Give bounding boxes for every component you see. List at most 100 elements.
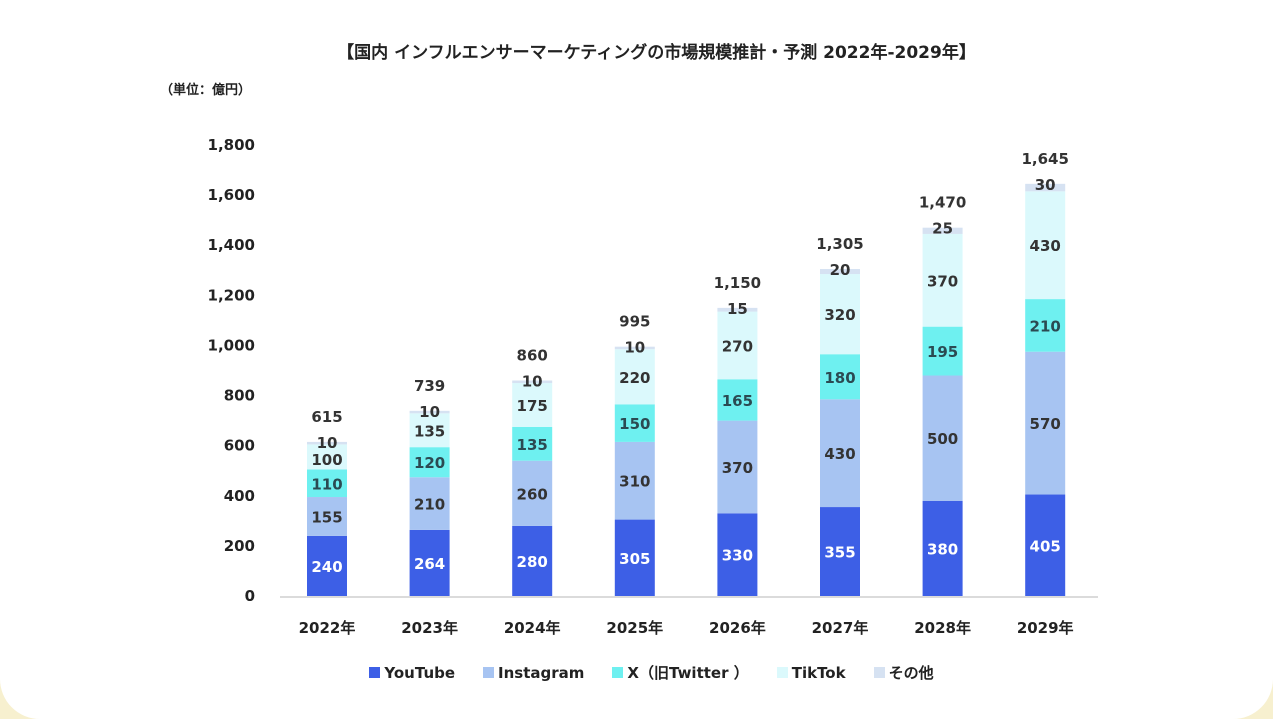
bars: 2401551101001061526421012013510739280260… — [307, 150, 1069, 596]
legend: YouTube Instagram X（旧Twitter ） TikTok その他 — [0, 662, 1273, 683]
bar-segment — [717, 307, 758, 312]
data-label: 10 — [624, 339, 645, 357]
bar-segment — [512, 380, 553, 384]
legend-label: YouTube — [384, 663, 456, 682]
y-tick-label: 1,400 — [208, 236, 255, 254]
data-label: 405 — [1030, 537, 1061, 555]
bar-segment — [1025, 183, 1066, 192]
bar-segment — [614, 519, 655, 596]
data-label: 30 — [1035, 176, 1056, 194]
y-tick-label: 0 — [245, 587, 255, 605]
legend-item: Instagram — [483, 662, 584, 683]
data-label: 330 — [722, 547, 753, 565]
x-tick-label: 2022年 — [299, 619, 356, 637]
bar-segment — [409, 413, 450, 448]
data-label: 260 — [517, 485, 548, 503]
bar-segment — [820, 354, 860, 400]
data-label: 25 — [932, 220, 953, 238]
bar-segment — [922, 375, 963, 501]
data-label: 150 — [619, 415, 650, 433]
legend-swatch — [873, 667, 885, 678]
y-tick-label: 200 — [224, 537, 255, 555]
data-label: 320 — [824, 306, 855, 324]
x-tick-label: 2027年 — [812, 619, 869, 637]
bar-segment — [409, 447, 450, 478]
legend-item: X（旧Twitter ） — [612, 662, 749, 683]
data-label: 135 — [414, 422, 445, 440]
legend-item: YouTube — [369, 662, 455, 683]
y-tick-label: 400 — [224, 487, 255, 505]
x-tick-label: 2026年 — [709, 619, 766, 637]
legend-label: X（旧Twitter ） — [627, 664, 749, 682]
bar-segment — [717, 513, 758, 596]
bar-segment — [512, 426, 553, 461]
bar-segment — [1025, 351, 1066, 495]
data-label: 165 — [722, 392, 753, 410]
bar-segment — [614, 346, 655, 350]
y-tick-label: 1,200 — [208, 286, 255, 304]
bar-segment — [512, 383, 553, 427]
legend-label: その他 — [888, 664, 934, 682]
total-label: 860 — [517, 347, 548, 365]
legend-swatch — [776, 667, 788, 678]
bar-segment — [614, 404, 655, 442]
data-label: 100 — [311, 451, 342, 469]
data-label: 220 — [619, 369, 650, 387]
bar-segment — [922, 326, 963, 376]
data-label: 135 — [517, 436, 548, 454]
data-label: 280 — [517, 553, 548, 571]
legend-label: TikTok — [791, 663, 846, 682]
bar-segment — [717, 311, 758, 380]
bar-stack: 280 260 135 175 10 860 — [512, 347, 553, 596]
legend-item: その他 — [873, 662, 934, 683]
data-label: 210 — [1030, 317, 1061, 335]
bar-segment — [512, 525, 553, 596]
bar-segment — [307, 497, 347, 536]
y-tick-label: 800 — [224, 387, 255, 405]
data-label: 570 — [1030, 415, 1061, 433]
data-label: 120 — [414, 454, 445, 472]
bar-segment — [307, 535, 347, 596]
x-axis: 2022年 2023年 2024年 2025年 2026年 2027年 2028年 2029年 — [299, 619, 1074, 637]
bar-stack: 330 370 165 270 15 1,150 — [714, 274, 761, 596]
data-label: 195 — [927, 343, 958, 361]
legend-swatch — [483, 667, 495, 678]
legend-label: Instagram — [498, 663, 585, 682]
unit-label: （単位：億円） — [160, 83, 252, 98]
x-tick-label: 2024年 — [504, 619, 561, 637]
data-label: 355 — [824, 544, 855, 562]
data-label: 430 — [824, 445, 855, 463]
bar-segment — [307, 441, 347, 445]
data-label: 240 — [311, 558, 342, 576]
bar-segment — [409, 529, 450, 596]
y-tick-label: 1,600 — [208, 186, 255, 204]
bar-segment — [614, 441, 655, 520]
chart-title: 【国内 インフルエンサーマーケティングの市場規模推計・予測 2022年-2029… — [337, 43, 976, 63]
bar-segment — [307, 444, 347, 470]
data-label: 370 — [927, 272, 958, 290]
data-label: 175 — [517, 397, 548, 415]
bar-segment — [614, 349, 655, 405]
data-label: 310 — [619, 473, 650, 491]
y-axis: 0 200 400 600 800 1,000 1,200 1,400 1,600 1,800 — [208, 136, 255, 605]
data-label: 264 — [414, 555, 445, 573]
total-label: 615 — [311, 408, 342, 426]
data-label: 305 — [619, 550, 650, 568]
bar-segment — [922, 500, 963, 596]
data-label: 370 — [722, 459, 753, 477]
bar-segment — [512, 460, 553, 526]
data-label: 380 — [927, 540, 958, 558]
bar-segment — [717, 420, 758, 514]
x-tick-label: 2023年 — [401, 619, 458, 637]
data-label: 10 — [317, 434, 338, 452]
bar-stack: 380 500 195 370 25 1,470 — [919, 194, 966, 596]
bar-segment — [1025, 191, 1066, 300]
total-label: 1,470 — [919, 194, 966, 212]
data-label: 430 — [1030, 237, 1061, 255]
bar-stack: 405 570 210 430 30 1,645 — [1021, 150, 1069, 596]
bar-segment — [922, 233, 963, 327]
data-label: 270 — [722, 337, 753, 355]
y-tick-label: 1,800 — [208, 136, 255, 154]
total-label: 995 — [619, 313, 650, 331]
